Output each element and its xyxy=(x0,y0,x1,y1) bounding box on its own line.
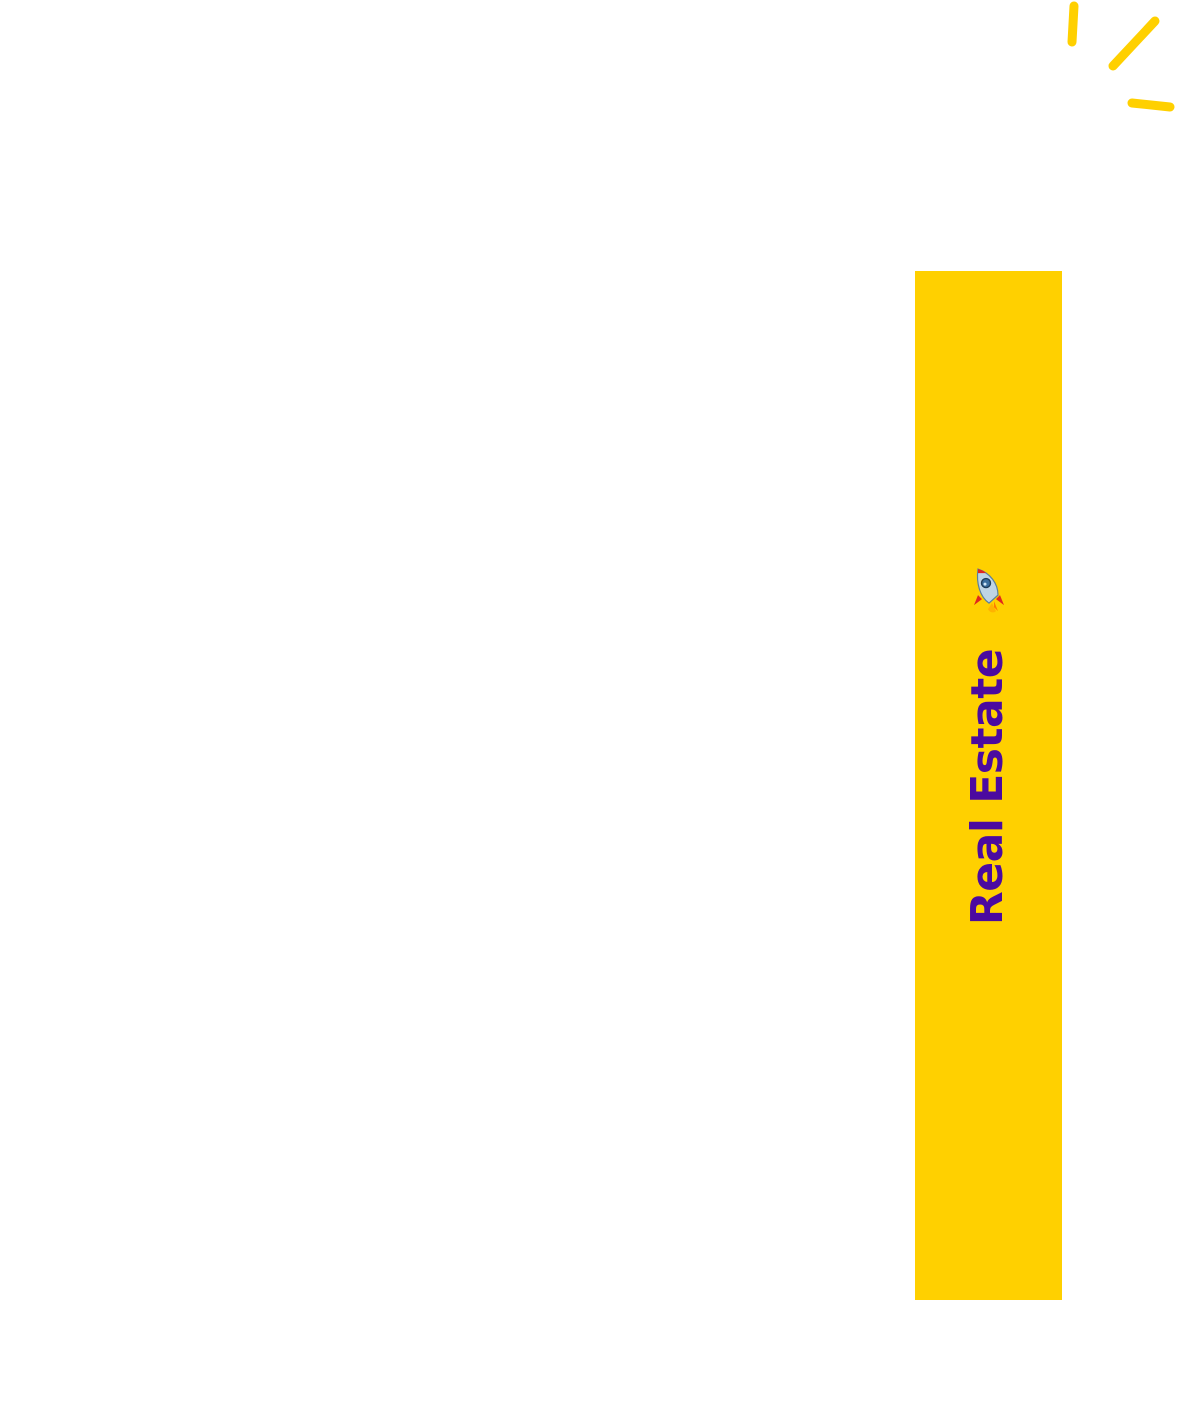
banner-label: Real Estate xyxy=(962,648,1013,926)
banner-label-container: Real Estate xyxy=(915,271,1062,1300)
category-banner: Real Estate xyxy=(915,271,1062,1300)
sparkle-icon xyxy=(1067,1,1175,112)
rocket-icon xyxy=(974,568,1004,613)
banner-label-row: Real Estate xyxy=(962,565,1013,926)
